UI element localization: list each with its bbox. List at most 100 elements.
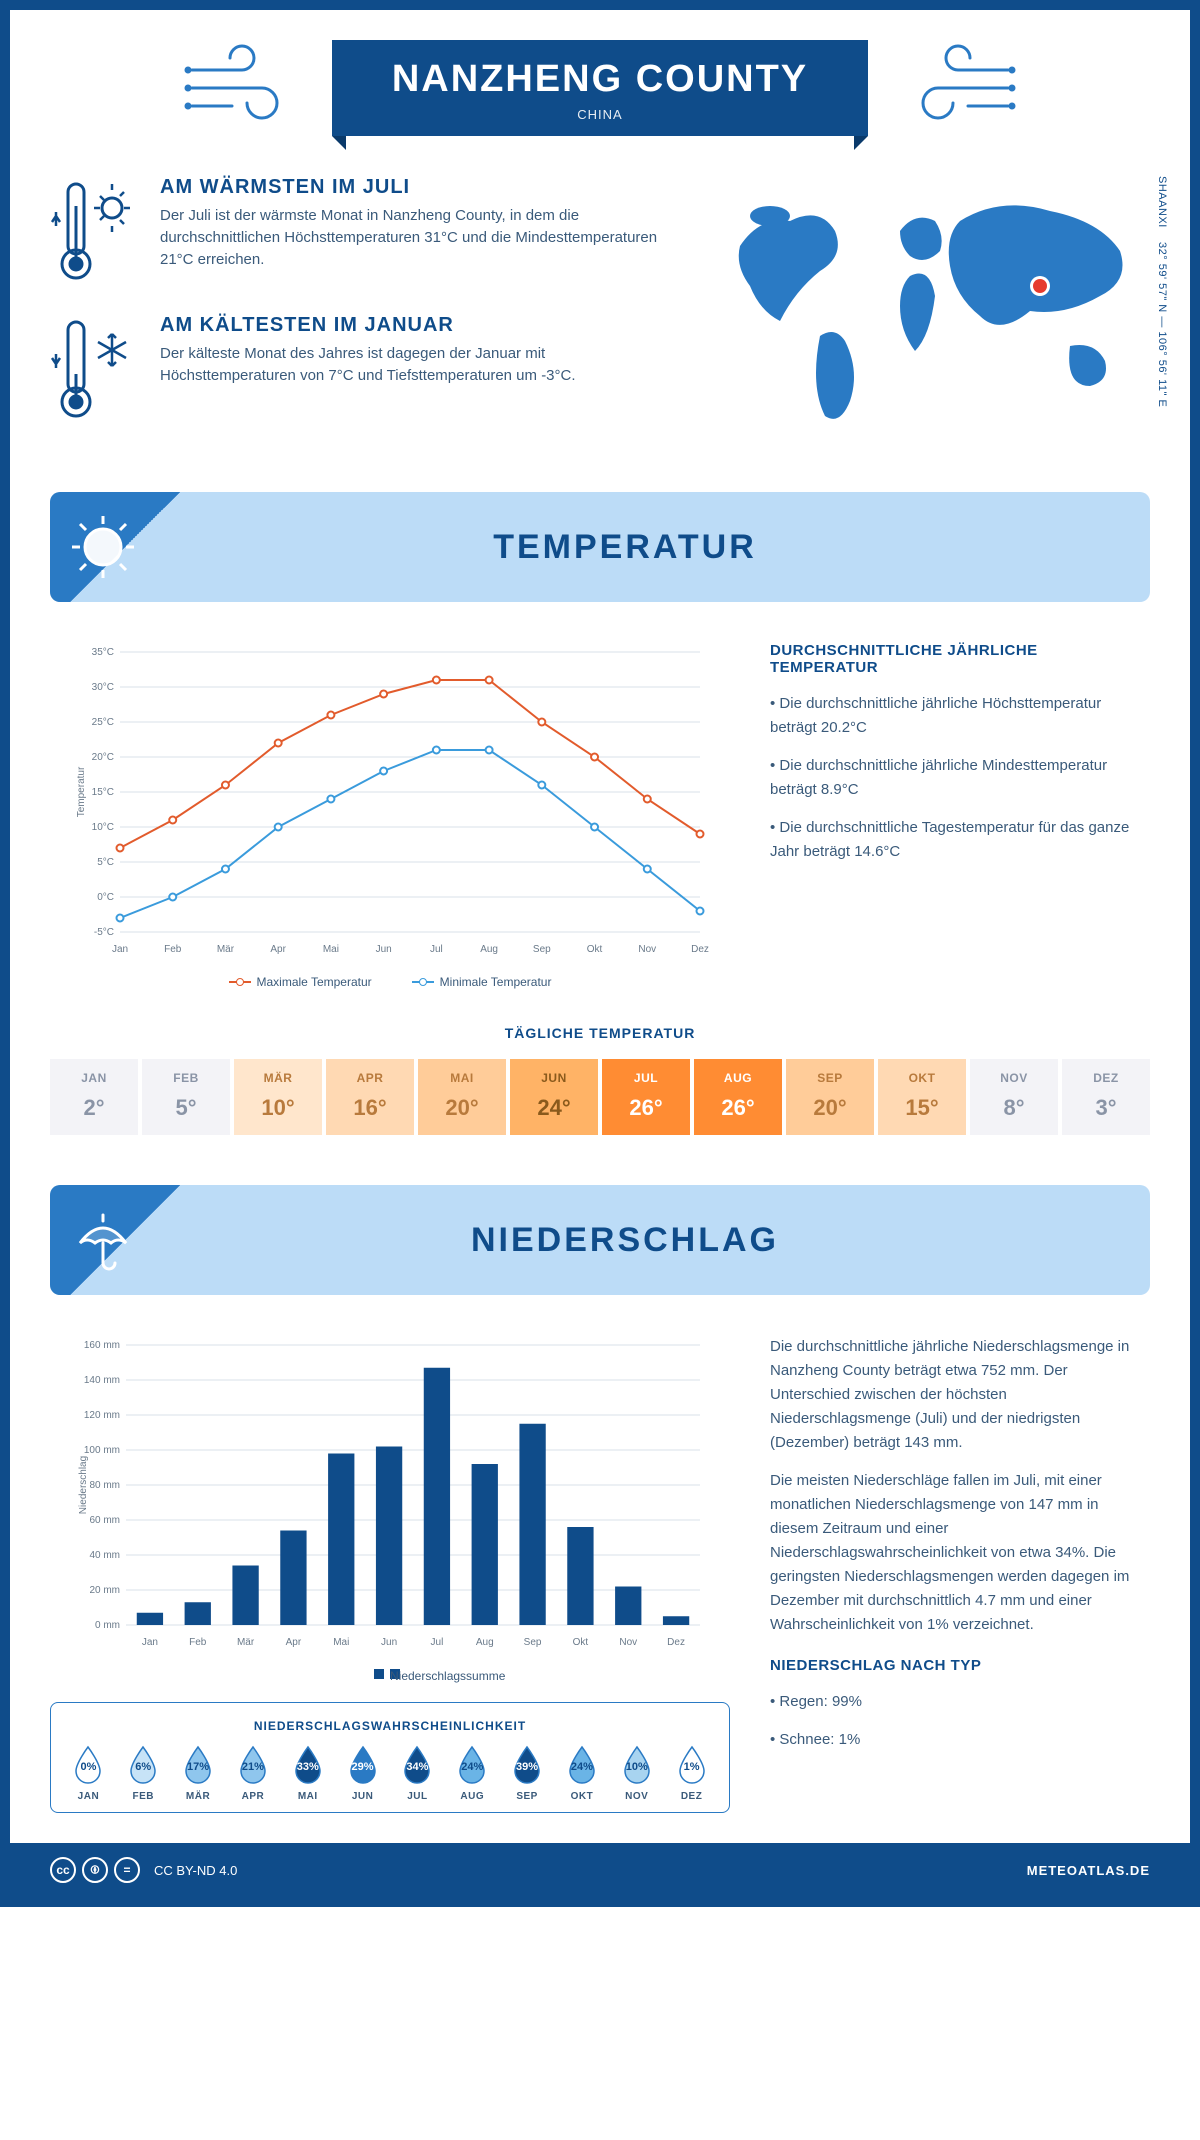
sun-icon — [50, 492, 200, 602]
probability-cell: 17%MÄR — [173, 1745, 224, 1802]
nd-icon: = — [114, 1857, 140, 1883]
daily-cell: OKT15° — [878, 1059, 966, 1135]
probability-cell: 33%MAI — [282, 1745, 333, 1802]
svg-text:Okt: Okt — [587, 944, 603, 955]
svg-text:0°C: 0°C — [97, 892, 114, 903]
svg-text:Mär: Mär — [237, 1637, 255, 1648]
daily-cell: DEZ3° — [1062, 1059, 1150, 1135]
license-label: CC BY-ND 4.0 — [154, 1863, 237, 1878]
temperature-section-header: TEMPERATUR — [50, 492, 1150, 602]
svg-text:30°C: 30°C — [92, 682, 114, 693]
daily-cell: APR16° — [326, 1059, 414, 1135]
coldest-block: AM KÄLTESTEN IM JANUAR Der kälteste Mona… — [50, 314, 670, 424]
cc-icons: cc 🅯 = — [50, 1857, 140, 1883]
daily-cell: AUG26° — [694, 1059, 782, 1135]
probability-cell: 29%JUN — [337, 1745, 388, 1802]
svg-text:15°C: 15°C — [92, 787, 114, 798]
temperature-body: -5°C0°C5°C10°C15°C20°C25°C30°C35°CJanFeb… — [50, 642, 1150, 989]
wind-decoration-left — [182, 40, 302, 130]
svg-text:25°C: 25°C — [92, 717, 114, 728]
warmest-text: Der Juli ist der wärmste Monat in Nanzhe… — [160, 205, 670, 270]
page-subtitle: CHINA — [392, 107, 808, 122]
svg-text:Mai: Mai — [323, 944, 339, 955]
svg-text:60 mm: 60 mm — [89, 1515, 120, 1526]
svg-text:Jan: Jan — [112, 944, 128, 955]
svg-text:Niederschlag: Niederschlag — [78, 1456, 89, 1514]
temperature-legend: Maximale Temperatur Minimale Temperatur — [50, 975, 730, 989]
svg-text:Dez: Dez — [691, 944, 709, 955]
probability-cell: 34%JUL — [392, 1745, 443, 1802]
intro-row: AM WÄRMSTEN IM JULI Der Juli ist der wär… — [50, 176, 1150, 452]
title-banner: NANZHENG COUNTY CHINA — [332, 40, 868, 136]
svg-text:Mai: Mai — [333, 1637, 349, 1648]
precipitation-bar-chart: 0 mm20 mm40 mm60 mm80 mm100 mm120 mm140 … — [50, 1335, 730, 1655]
svg-text:Temperatur: Temperatur — [76, 766, 87, 817]
svg-text:Aug: Aug — [480, 944, 498, 955]
svg-text:20°C: 20°C — [92, 752, 114, 763]
warmest-title: AM WÄRMSTEN IM JULI — [160, 176, 670, 199]
precipitation-body: 0 mm20 mm40 mm60 mm80 mm100 mm120 mm140 … — [50, 1335, 1150, 1813]
svg-text:Apr: Apr — [286, 1637, 302, 1648]
svg-text:Nov: Nov — [638, 944, 656, 955]
probability-cell: 10%NOV — [611, 1745, 662, 1802]
daily-cell: JUN24° — [510, 1059, 598, 1135]
probability-cell: 6%FEB — [118, 1745, 169, 1802]
coordinates-label: SHAANXI 32° 59' 57" N — 106° 56' 11" E — [1156, 176, 1168, 407]
svg-text:Dez: Dez — [667, 1637, 685, 1648]
svg-text:Feb: Feb — [164, 944, 182, 955]
warmest-block: AM WÄRMSTEN IM JULI Der Juli ist der wär… — [50, 176, 670, 286]
svg-text:Nov: Nov — [619, 1637, 637, 1648]
daily-temp-title: TÄGLICHE TEMPERATUR — [50, 1025, 1150, 1041]
probability-cell: 24%AUG — [447, 1745, 498, 1802]
svg-text:Aug: Aug — [476, 1637, 494, 1648]
svg-text:35°C: 35°C — [92, 647, 114, 658]
daily-cell: JAN2° — [50, 1059, 138, 1135]
daily-cell: NOV8° — [970, 1059, 1058, 1135]
svg-text:-5°C: -5°C — [94, 927, 114, 938]
precipitation-section-header: NIEDERSCHLAG — [50, 1185, 1150, 1295]
daily-cell: JUL26° — [602, 1059, 690, 1135]
brand-label: METEOATLAS.DE — [1027, 1863, 1150, 1878]
page-title: NANZHENG COUNTY — [392, 58, 808, 101]
footer: cc 🅯 = CC BY-ND 4.0 METEOATLAS.DE — [10, 1843, 1190, 1897]
svg-text:Sep: Sep — [524, 1637, 542, 1648]
svg-text:100 mm: 100 mm — [84, 1445, 120, 1456]
svg-text:Jan: Jan — [142, 1637, 158, 1648]
infographic-frame: NANZHENG COUNTY CHINA AM WÄ — [0, 0, 1200, 1907]
svg-text:Apr: Apr — [270, 944, 286, 955]
svg-text:Jun: Jun — [381, 1637, 397, 1648]
probability-cell: 24%OKT — [556, 1745, 607, 1802]
svg-text:Sep: Sep — [533, 944, 551, 955]
world-map: SHAANXI 32° 59' 57" N — 106° 56' 11" E — [710, 176, 1150, 452]
cc-icon: cc — [50, 1857, 76, 1883]
wind-decoration-right — [898, 40, 1018, 130]
probability-cell: 39%SEP — [502, 1745, 553, 1802]
svg-text:Okt: Okt — [573, 1637, 589, 1648]
daily-cell: FEB5° — [142, 1059, 230, 1135]
intro-left: AM WÄRMSTEN IM JULI Der Juli ist der wär… — [50, 176, 670, 452]
daily-cell: MAI20° — [418, 1059, 506, 1135]
daily-cell: SEP20° — [786, 1059, 874, 1135]
probability-cell: 1%DEZ — [666, 1745, 717, 1802]
header-row: NANZHENG COUNTY CHINA — [50, 40, 1150, 136]
precipitation-side-text: Die durchschnittliche jährliche Niedersc… — [770, 1335, 1150, 1813]
daily-cell: MÄR10° — [234, 1059, 322, 1135]
by-icon: 🅯 — [82, 1857, 108, 1883]
temperature-line-chart: -5°C0°C5°C10°C15°C20°C25°C30°C35°CJanFeb… — [50, 642, 730, 962]
probability-cell: 21%APR — [227, 1745, 278, 1802]
coldest-text: Der kälteste Monat des Jahres ist dagege… — [160, 343, 670, 387]
temperature-side-text: DURCHSCHNITTLICHE JÄHRLICHE TEMPERATUR •… — [770, 642, 1150, 989]
probability-grid: 0%JAN6%FEB17%MÄR21%APR33%MAI29%JUN34%JUL… — [63, 1745, 717, 1802]
svg-text:80 mm: 80 mm — [89, 1480, 120, 1491]
svg-text:20 mm: 20 mm — [89, 1585, 120, 1596]
probability-title: NIEDERSCHLAGSWAHRSCHEINLICHKEIT — [63, 1719, 717, 1733]
umbrella-icon — [50, 1185, 200, 1295]
precipitation-title: NIEDERSCHLAG — [200, 1221, 1150, 1260]
daily-temperature-grid: JAN2°FEB5°MÄR10°APR16°MAI20°JUN24°JUL26°… — [50, 1059, 1150, 1135]
svg-text:Mär: Mär — [217, 944, 235, 955]
svg-text:40 mm: 40 mm — [89, 1550, 120, 1561]
svg-text:0 mm: 0 mm — [95, 1620, 120, 1631]
thermometer-snow-icon — [50, 314, 140, 424]
svg-text:Jul: Jul — [431, 1637, 444, 1648]
temperature-title: TEMPERATUR — [200, 528, 1150, 567]
